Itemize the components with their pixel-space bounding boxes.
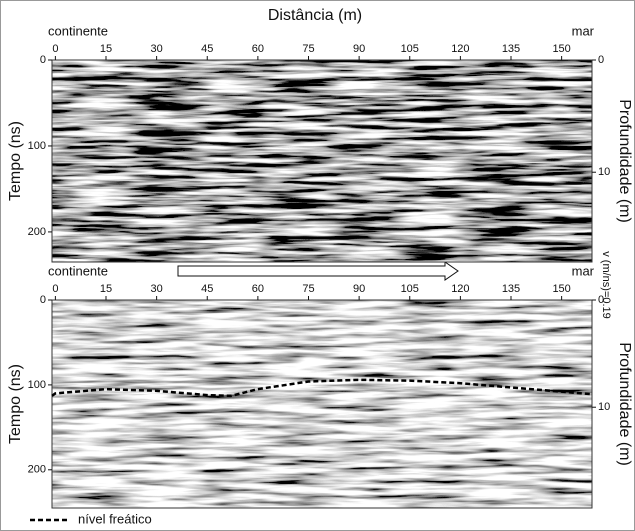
y-tick-label: 100	[28, 379, 46, 391]
x-tick-label: 105	[401, 43, 419, 55]
y2-tick-label: 10	[598, 166, 610, 178]
y-tick-label: 100	[28, 140, 46, 152]
y-axis-title: Tempo (ns)	[7, 121, 24, 201]
x-tick-label: 15	[100, 43, 112, 55]
x-tick-label: 90	[353, 283, 365, 295]
y2-tick-label: 0	[598, 294, 604, 306]
direction-arrow	[177, 261, 459, 281]
y-tick-label: 200	[28, 464, 46, 476]
x-tick-label: 135	[502, 43, 520, 55]
x-tick-label: 75	[302, 43, 314, 55]
right-label: mar	[572, 263, 595, 278]
y-tick-label: 0	[40, 294, 46, 306]
x-tick-label: 150	[552, 43, 570, 55]
x-tick-label: 0	[52, 43, 58, 55]
x-tick-label: 120	[451, 43, 469, 55]
x-tick-label: 105	[401, 283, 419, 295]
x-tick-label: 60	[252, 43, 264, 55]
x-tick-label: 75	[302, 283, 314, 295]
left-label: continente	[48, 23, 108, 38]
x-tick-label: 150	[552, 283, 570, 295]
y-tick-label: 200	[28, 226, 46, 238]
legend-label: nível freático	[78, 511, 152, 526]
x-tick-label: 45	[201, 283, 213, 295]
x-tick-label: 90	[353, 43, 365, 55]
velocity-label: v (m/ns)=0.19	[600, 251, 612, 319]
panel-border	[51, 299, 593, 509]
radargram	[52, 60, 592, 262]
water-table-line	[51, 378, 593, 398]
y2-tick-label: 10	[598, 401, 610, 413]
x-tick-label: 135	[502, 283, 520, 295]
y-tick-label: 0	[40, 54, 46, 66]
y2-axis-title: Profundidade (m)	[616, 99, 633, 223]
radargram	[52, 300, 592, 508]
x-tick-label: 120	[451, 283, 469, 295]
x-tick-label: 30	[151, 43, 163, 55]
right-label: mar	[572, 23, 595, 38]
y2-axis-title: Profundidade (m)	[616, 342, 633, 466]
x-tick-label: 0	[52, 283, 58, 295]
y2-tick-label: 0	[598, 54, 604, 66]
x-tick-label: 45	[201, 43, 213, 55]
x-axis-title: Distância (m)	[268, 7, 362, 24]
x-tick-label: 30	[151, 283, 163, 295]
left-label: continente	[48, 263, 108, 278]
x-tick-label: 15	[100, 283, 112, 295]
panel-border	[51, 59, 593, 263]
x-tick-label: 60	[252, 283, 264, 295]
y-axis-title: Tempo (ns)	[7, 364, 24, 444]
